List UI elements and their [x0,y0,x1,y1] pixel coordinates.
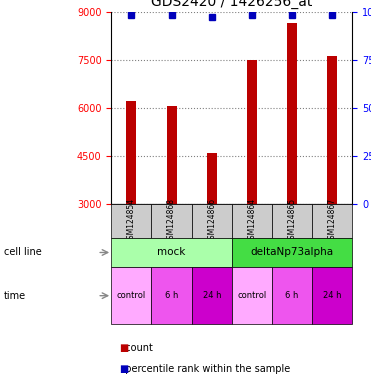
Text: control: control [237,291,267,300]
Text: GSM124866: GSM124866 [207,198,216,244]
Text: percentile rank within the sample: percentile rank within the sample [119,364,290,374]
Text: 24 h: 24 h [203,291,221,300]
Text: mock: mock [157,247,186,258]
Bar [247,60,257,204]
Text: ■: ■ [119,364,128,374]
Bar [127,101,137,204]
Title: GDS2420 / 1426256_at: GDS2420 / 1426256_at [151,0,312,9]
Bar [327,56,337,204]
Bar [111,204,151,238]
Text: GSM124867: GSM124867 [328,198,337,244]
Bar [312,267,352,324]
Bar [111,267,151,324]
Bar [167,106,177,204]
Text: 6 h: 6 h [165,291,178,300]
Bar [232,267,272,324]
Bar [192,267,232,324]
Text: count: count [119,343,152,353]
Bar [192,204,232,238]
Bar [151,204,192,238]
Bar [232,238,352,267]
Text: ■: ■ [119,343,128,353]
Bar [287,23,297,204]
Text: deltaNp73alpha: deltaNp73alpha [250,247,334,258]
Text: GSM124868: GSM124868 [167,198,176,244]
Bar [272,204,312,238]
Text: GSM124865: GSM124865 [288,198,297,244]
Text: 24 h: 24 h [323,291,342,300]
Text: GSM124864: GSM124864 [247,198,256,244]
Text: GSM124854: GSM124854 [127,198,136,244]
Bar [312,204,352,238]
Text: control: control [117,291,146,300]
Bar [272,267,312,324]
Text: time: time [4,291,26,301]
Bar [151,267,192,324]
Bar [111,238,232,267]
Text: 6 h: 6 h [285,291,299,300]
Text: cell line: cell line [4,247,42,258]
Bar [232,204,272,238]
Bar [207,153,217,204]
